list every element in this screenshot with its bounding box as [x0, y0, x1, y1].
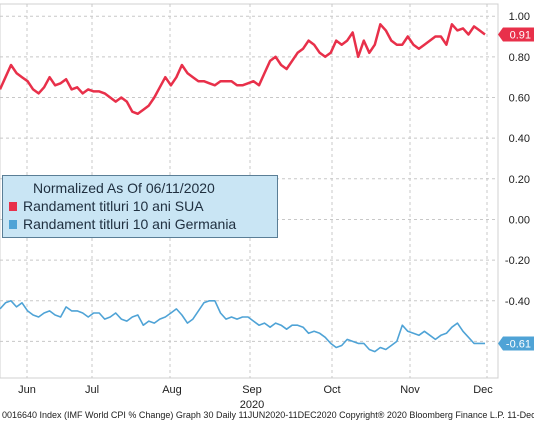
footer-source: 0016640 Index (IMF World CPI % Change) G… — [2, 410, 534, 420]
legend: Normalized As Of 06/11/2020 Randament ti… — [2, 175, 278, 238]
legend-label-germany: Randament titluri 10 ani Germania — [23, 216, 237, 232]
legend-header: Normalized As Of 06/11/2020 — [33, 180, 215, 196]
y-tick-label: 0.20 — [509, 174, 530, 186]
legend-swatch-germany — [9, 219, 17, 229]
y-tick-label: -0.40 — [505, 296, 530, 308]
x-tick-label: Jul — [85, 384, 99, 396]
y-tick-label: 1.00 — [509, 11, 530, 23]
x-tick-label: Dec — [473, 384, 493, 396]
last-value-tag — [498, 336, 534, 351]
x-tick-label: Sep — [242, 384, 262, 396]
series-line-us — [0, 23, 486, 116]
y-tick-label: 0.00 — [509, 214, 530, 226]
legend-item-germany: Randament titluri 10 ani Germania — [3, 215, 277, 233]
y-tick-label: -0.20 — [505, 255, 530, 267]
legend-swatch-us — [9, 201, 17, 211]
last-value-label: -0.61 — [506, 338, 531, 350]
y-tick-label: 0.80 — [509, 52, 530, 64]
x-tick-label: Oct — [323, 384, 340, 396]
legend-item-us: Randament titluri 10 ani SUA — [3, 197, 277, 215]
legend-label-us: Randament titluri 10 ani SUA — [23, 198, 204, 214]
x-tick-label: Jun — [18, 384, 36, 396]
x-year-label: 2020 — [240, 399, 264, 411]
y-tick-label: 0.60 — [509, 93, 530, 105]
x-tick-label: Nov — [400, 384, 420, 396]
series-line-germany — [0, 299, 485, 353]
x-tick-label: Aug — [162, 384, 182, 396]
last-value-label: 0.91 — [510, 29, 531, 41]
last-value-tag — [498, 27, 534, 42]
y-tick-label: 0.40 — [509, 133, 530, 145]
